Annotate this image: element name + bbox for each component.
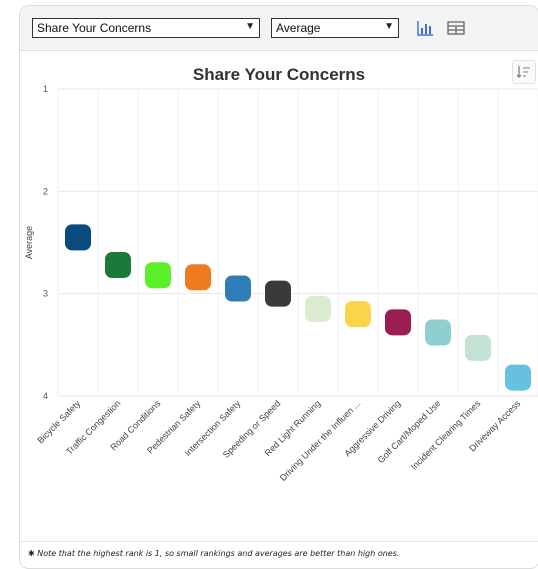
sort-icon [516,66,530,78]
divider [20,541,538,542]
sort-button[interactable] [512,60,536,84]
y-axis-label: Average [24,226,34,259]
data-point [225,275,251,302]
data-point [345,301,371,328]
data-point [425,319,451,346]
chevron-down-icon: ▼ [245,21,255,32]
survey-select[interactable]: Share Your Concerns ▼ [32,18,260,38]
footnote: ✱ Note that the highest rank is 1, so sm… [28,549,400,558]
results-panel: Share Your Concerns ▼ Average ▼ Share Yo [19,5,538,569]
metric-select-value: Average [276,21,321,35]
chart-title: Share Your Concerns [193,65,365,84]
x-tick-label: Incident Clearing Times [409,398,483,472]
data-point [385,309,411,336]
data-point [305,296,331,323]
chevron-down-icon: ▼ [384,21,394,32]
x-tick-label: Driving Under the Influen ... [278,398,363,483]
data-point [265,280,291,307]
toolbar: Share Your Concerns ▼ Average ▼ [20,6,538,51]
y-tick-label: 4 [43,391,48,401]
data-point [505,364,531,391]
data-point [465,334,491,361]
data-point [145,262,171,289]
data-point [65,224,91,251]
survey-select-value: Share Your Concerns [37,21,152,35]
data-point [105,252,131,279]
y-tick-label: 2 [43,186,48,196]
data-point [185,264,211,291]
y-tick-label: 3 [43,289,48,299]
table-icon[interactable] [447,20,465,36]
y-tick-label: 1 [43,84,48,94]
metric-select[interactable]: Average ▼ [271,18,399,38]
bar-chart-icon[interactable] [416,20,434,36]
